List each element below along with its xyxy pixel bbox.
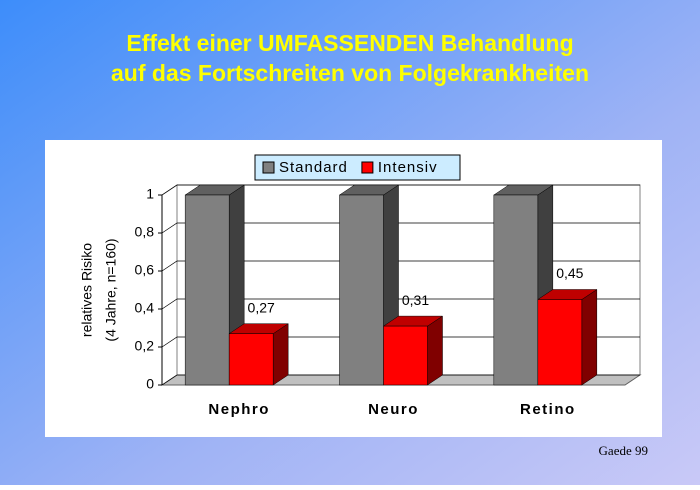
legend-label: Standard	[279, 159, 348, 176]
legend-box	[254, 154, 461, 181]
bar	[383, 325, 428, 386]
bar	[493, 194, 539, 386]
grid-line	[161, 260, 640, 272]
grid-line	[161, 184, 640, 196]
bar	[228, 333, 274, 386]
y-tick-label: 1	[146, 186, 154, 202]
legend-swatch	[361, 161, 374, 174]
bar-side	[427, 315, 443, 386]
legend-swatch	[262, 161, 275, 174]
bar-side	[272, 323, 289, 386]
value-label: 0,45	[556, 265, 583, 281]
y-tick-label: 0,2	[135, 338, 155, 354]
bar	[339, 194, 384, 386]
value-label: 0,31	[402, 292, 429, 308]
grid-line	[161, 374, 640, 386]
chart: 0 0,2 0,4 0,6 0,8 1 relatives Risiko (4 Jahre, …	[79, 154, 642, 418]
footer: Gaede 99	[599, 443, 648, 458]
grid-line	[161, 298, 640, 310]
y-tick-label: 0,6	[135, 262, 155, 278]
grid-line	[161, 336, 640, 348]
y-axis-label: (4 Jahre, n=160)	[103, 238, 119, 341]
value-label: 0,27	[248, 299, 275, 315]
x-tick-label: Retino	[520, 401, 576, 418]
legend: Standard Intensiv	[254, 154, 461, 181]
grid-line	[161, 222, 640, 234]
bar	[537, 299, 583, 386]
bar-side	[581, 289, 598, 386]
title-line: auf das Fortschreiten von Folgekrankheit…	[111, 60, 589, 86]
y-axis-label: relatives Risiko	[79, 243, 95, 337]
bar	[184, 194, 230, 386]
x-tick-label: Nephro	[208, 401, 270, 418]
x-tick-label: Neuro	[368, 401, 419, 418]
side-wall	[161, 184, 178, 386]
title-line: Effekt einer UMFASSENDEN Behandlung	[126, 30, 573, 56]
y-tick-label: 0	[146, 376, 154, 392]
legend-label: Intensiv	[378, 159, 438, 176]
y-tick-label: 0,8	[135, 224, 155, 240]
y-tick-label: 0,4	[135, 300, 155, 316]
